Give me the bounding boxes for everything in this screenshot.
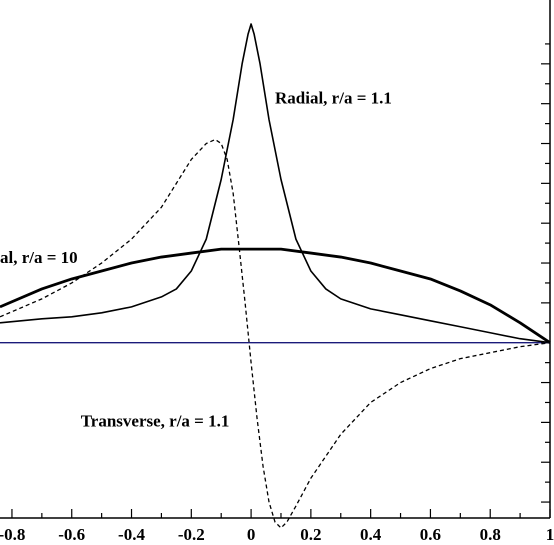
x-tick-label: 0 (247, 525, 256, 544)
annotation-label: Transverse, r/a = 1.1 (81, 411, 230, 430)
x-tick-label: -0.8 (0, 525, 25, 544)
annotations-layer: Radial, r/a = 1.1 al, r/a = 10 Transverse,… (0, 89, 392, 431)
x-tick-label: -0.2 (178, 525, 205, 544)
series-line-1 (0, 138, 551, 529)
annotation-label: Radial, r/a = 1.1 (275, 89, 392, 108)
x-tick-label: -0.4 (118, 525, 145, 544)
annotation-label: al, r/a = 10 (0, 248, 78, 267)
x-tick-label: 1 (546, 525, 554, 544)
x-tick-label: 0.4 (360, 525, 382, 544)
x-tick-label: -0.6 (58, 525, 85, 544)
series-line-2 (0, 247, 551, 344)
series-layer (0, 23, 551, 529)
x-tick-label: 0.6 (420, 525, 441, 544)
x-tick-label: 0.8 (480, 525, 501, 544)
x-tick-label: 0.2 (300, 525, 321, 544)
series-line-0 (0, 23, 551, 344)
